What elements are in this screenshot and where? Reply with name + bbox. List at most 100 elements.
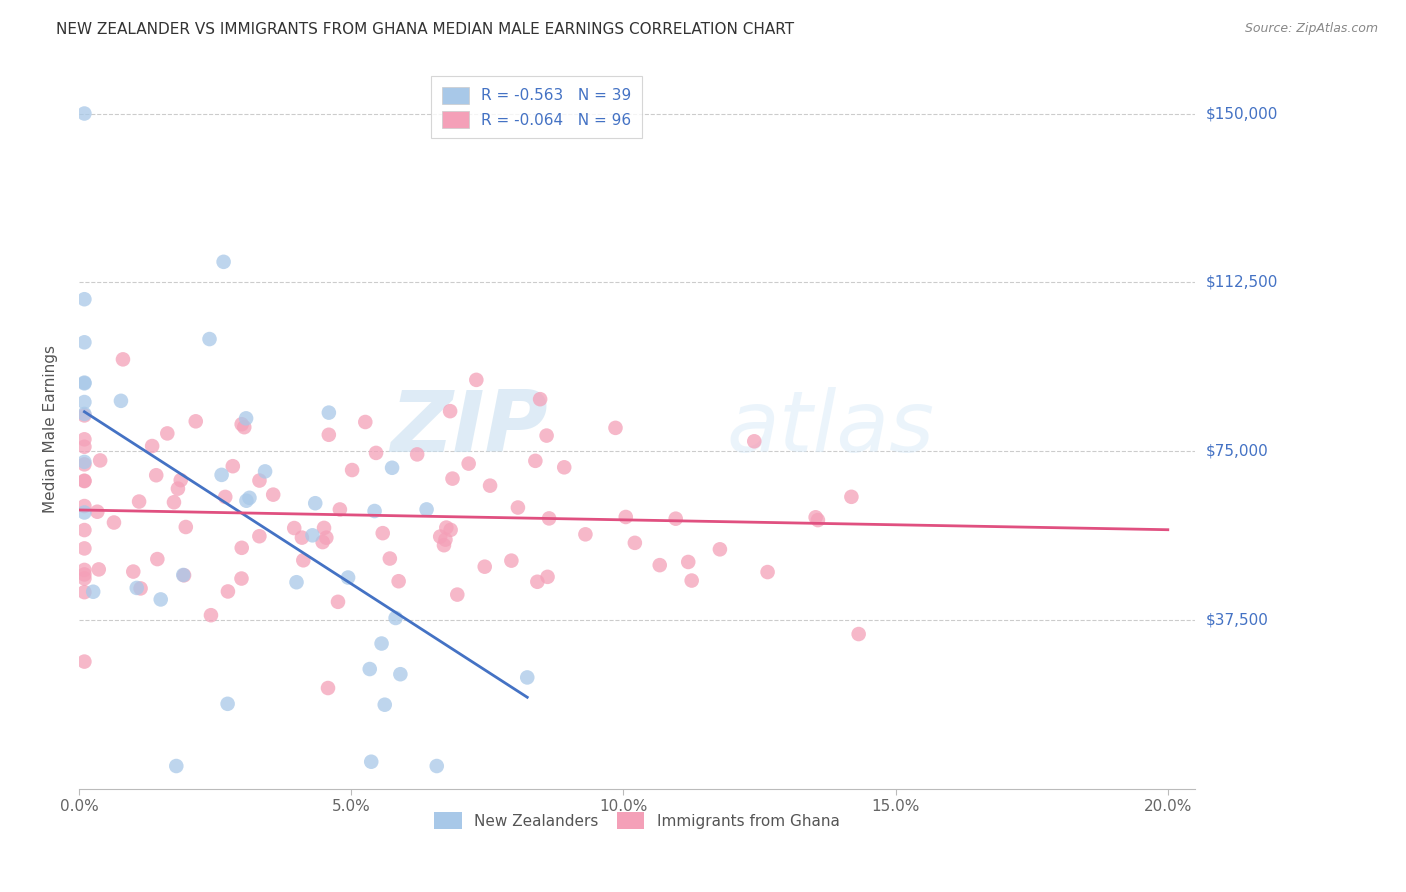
Point <box>217 697 239 711</box>
Point <box>214 490 236 504</box>
Point <box>378 551 401 566</box>
Point <box>165 759 187 773</box>
Point <box>756 565 779 579</box>
Point <box>374 698 396 712</box>
Point <box>389 667 412 681</box>
Point <box>233 420 256 434</box>
Point <box>681 574 703 588</box>
Point <box>262 488 284 502</box>
Point <box>381 460 404 475</box>
Point <box>73 506 96 520</box>
Point <box>103 516 125 530</box>
Point <box>172 568 194 582</box>
Point <box>804 510 827 524</box>
Point <box>211 467 233 482</box>
Point <box>73 474 96 488</box>
Point <box>174 520 197 534</box>
Point <box>354 415 377 429</box>
Text: ZIP: ZIP <box>389 387 548 470</box>
Point <box>678 555 700 569</box>
Point <box>536 428 558 442</box>
Point <box>311 535 333 549</box>
Point <box>301 528 323 542</box>
Point <box>129 582 152 596</box>
Point <box>624 536 647 550</box>
Point <box>235 493 257 508</box>
Point <box>479 478 502 492</box>
Point <box>73 563 96 577</box>
Point <box>184 414 207 428</box>
Point <box>82 584 104 599</box>
Point <box>807 513 830 527</box>
Point <box>439 523 461 537</box>
Point <box>285 575 308 590</box>
Point <box>249 474 271 488</box>
Text: $75,000: $75,000 <box>1206 443 1268 458</box>
Point <box>337 570 360 584</box>
Point <box>128 494 150 508</box>
Point <box>553 460 575 475</box>
Point <box>73 335 96 350</box>
Point <box>141 439 163 453</box>
Point <box>89 453 111 467</box>
Point <box>426 759 449 773</box>
Point <box>605 421 627 435</box>
Point <box>363 504 385 518</box>
Point <box>125 581 148 595</box>
Point <box>73 458 96 472</box>
Point <box>292 553 315 567</box>
Point <box>329 502 352 516</box>
Point <box>841 490 863 504</box>
Point <box>524 454 547 468</box>
Point <box>474 559 496 574</box>
Point <box>614 510 637 524</box>
Text: $150,000: $150,000 <box>1206 106 1278 121</box>
Point <box>516 670 538 684</box>
Point <box>173 568 195 582</box>
Point <box>312 521 335 535</box>
Point <box>538 511 561 525</box>
Point <box>574 527 596 541</box>
Point <box>384 611 406 625</box>
Point <box>200 608 222 623</box>
Point <box>439 404 461 418</box>
Point <box>446 588 468 602</box>
Point <box>222 459 245 474</box>
Point <box>433 538 456 552</box>
Point <box>434 533 457 547</box>
Point <box>318 427 340 442</box>
Point <box>231 417 253 432</box>
Point <box>506 500 529 515</box>
Point <box>73 585 96 599</box>
Point <box>316 681 339 695</box>
Point <box>501 554 523 568</box>
Point <box>665 511 688 525</box>
Point <box>73 541 96 556</box>
Point <box>73 292 96 306</box>
Point <box>457 457 479 471</box>
Point <box>146 552 169 566</box>
Point <box>73 499 96 513</box>
Point <box>709 542 731 557</box>
Text: Source: ZipAtlas.com: Source: ZipAtlas.com <box>1244 22 1378 36</box>
Point <box>231 572 253 586</box>
Point <box>198 332 221 346</box>
Point <box>360 755 382 769</box>
Point <box>283 521 305 535</box>
Point <box>87 562 110 576</box>
Point <box>73 106 96 120</box>
Point <box>212 255 235 269</box>
Point <box>163 495 186 509</box>
Point <box>291 531 314 545</box>
Point <box>364 446 387 460</box>
Point <box>73 474 96 488</box>
Point <box>110 393 132 408</box>
Point <box>742 434 765 449</box>
Point <box>406 447 429 461</box>
Point <box>167 482 190 496</box>
Point <box>326 595 349 609</box>
Point <box>318 406 340 420</box>
Point <box>465 373 488 387</box>
Point <box>73 376 96 390</box>
Point <box>73 571 96 585</box>
